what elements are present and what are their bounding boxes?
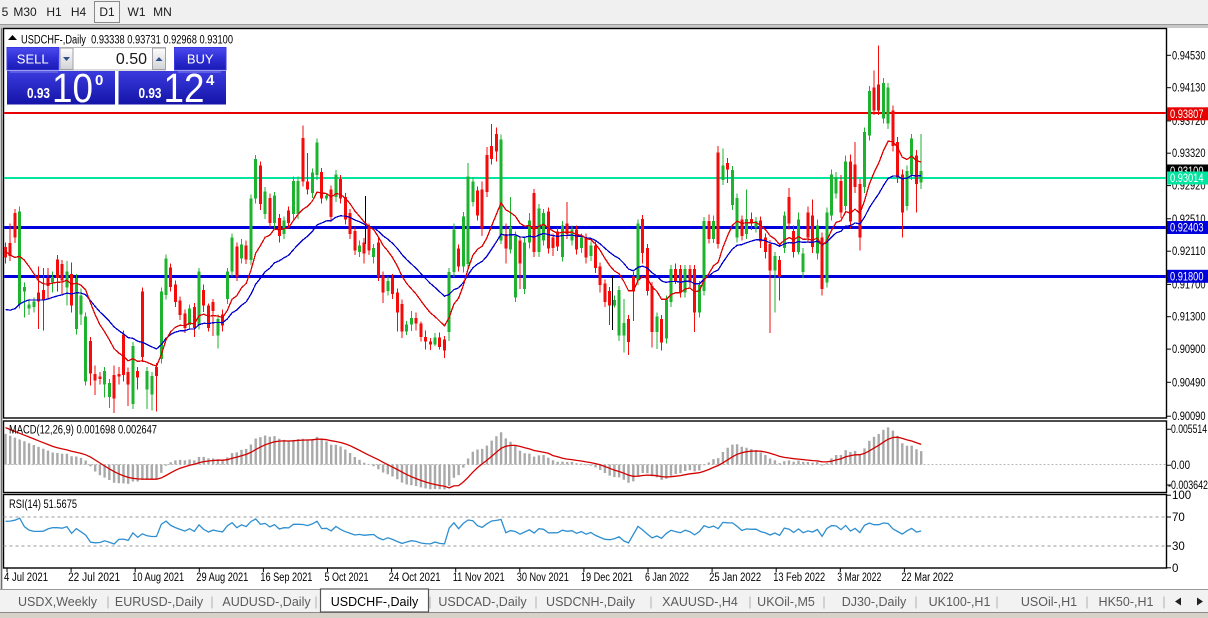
svg-text:|: |: [748, 595, 751, 609]
svg-text:H4: H4: [71, 5, 87, 19]
svg-text:USDCHF-,Daily: USDCHF-,Daily: [331, 595, 419, 609]
svg-text:|: |: [649, 595, 652, 609]
svg-text:|: |: [1085, 595, 1088, 609]
svg-text:3 Mar 2022: 3 Mar 2022: [837, 572, 881, 584]
svg-text:22 Mar 2022: 22 Mar 2022: [901, 572, 953, 584]
svg-text:XAUUSD-,H4: XAUUSD-,H4: [662, 595, 738, 609]
svg-text:10 Aug 2021: 10 Aug 2021: [132, 572, 184, 584]
svg-text:USDCAD-,Daily: USDCAD-,Daily: [438, 595, 527, 609]
svg-text:DJ30-,Daily: DJ30-,Daily: [842, 595, 907, 609]
svg-text:11 Nov 2021: 11 Nov 2021: [453, 572, 505, 584]
svg-text:AUDUSD-,Daily: AUDUSD-,Daily: [222, 595, 311, 609]
svg-text:UK100-,H1: UK100-,H1: [929, 595, 991, 609]
svg-text:5 Oct 2021: 5 Oct 2021: [325, 572, 369, 584]
svg-text:RSI(14) 51.5675: RSI(14) 51.5675: [9, 499, 77, 511]
svg-text:100: 100: [1172, 490, 1191, 502]
svg-text:0.90090: 0.90090: [1172, 411, 1206, 423]
svg-text:19 Dec 2021: 19 Dec 2021: [581, 572, 633, 584]
svg-text:5: 5: [2, 5, 9, 19]
svg-text:|: |: [995, 595, 998, 609]
svg-text:0.94130: 0.94130: [1172, 83, 1206, 95]
svg-text:0.94530: 0.94530: [1172, 50, 1206, 62]
svg-text:0.93807: 0.93807: [1170, 109, 1204, 121]
svg-text:W1: W1: [128, 5, 146, 19]
svg-text:0.50: 0.50: [116, 51, 147, 68]
svg-text:|: |: [314, 595, 317, 609]
svg-text:30 Nov 2021: 30 Nov 2021: [517, 572, 569, 584]
svg-text:EURUSD-,Daily: EURUSD-,Daily: [115, 595, 204, 609]
svg-text:USOil-,H1: USOil-,H1: [1021, 595, 1077, 609]
svg-text:4: 4: [206, 72, 215, 89]
svg-text:USDCNH-,Daily: USDCNH-,Daily: [546, 595, 636, 609]
svg-text:USDX,Weekly: USDX,Weekly: [18, 595, 98, 609]
svg-text:0.92110: 0.92110: [1172, 246, 1206, 258]
svg-text:70: 70: [1172, 512, 1185, 524]
svg-text:|: |: [914, 595, 917, 609]
svg-text:22 Jul 2021: 22 Jul 2021: [68, 572, 120, 584]
svg-text:0.93: 0.93: [27, 86, 50, 102]
svg-text:D1: D1: [99, 5, 115, 19]
svg-text:H1: H1: [46, 5, 62, 19]
svg-text:0.91300: 0.91300: [1172, 312, 1206, 324]
svg-text:|: |: [1162, 595, 1165, 609]
svg-text:0: 0: [1172, 563, 1178, 575]
svg-text:USDCHF-,Daily 0.93338 0.93731: USDCHF-,Daily 0.93338 0.93731 0.92968 0.…: [21, 35, 233, 47]
svg-text:0.90490: 0.90490: [1172, 377, 1206, 389]
svg-text:25 Jan 2022: 25 Jan 2022: [709, 572, 761, 584]
svg-text:13 Feb 2022: 13 Feb 2022: [773, 572, 825, 584]
svg-text:MN: MN: [153, 5, 172, 19]
svg-text:-0.003642: -0.003642: [1168, 480, 1208, 492]
svg-text:0.92403: 0.92403: [1170, 223, 1204, 235]
svg-text:|: |: [106, 595, 109, 609]
svg-text:10: 10: [52, 65, 93, 111]
svg-text:12: 12: [164, 65, 205, 111]
svg-text:SELL: SELL: [17, 52, 49, 67]
svg-text:29 Aug 2021: 29 Aug 2021: [196, 572, 248, 584]
svg-text:0.93: 0.93: [139, 86, 162, 102]
svg-text:4 Jul 2021: 4 Jul 2021: [4, 572, 48, 584]
svg-text:6 Jan 2022: 6 Jan 2022: [645, 572, 689, 584]
svg-text:BUY: BUY: [187, 52, 214, 67]
svg-text:0.90900: 0.90900: [1172, 344, 1206, 356]
svg-text:0.93320: 0.93320: [1172, 148, 1206, 160]
svg-text:0.93014: 0.93014: [1170, 173, 1204, 185]
svg-text:30: 30: [1172, 541, 1185, 553]
svg-text:0.91800: 0.91800: [1170, 271, 1204, 283]
svg-text:|: |: [210, 595, 213, 609]
svg-text:HK50-,H1: HK50-,H1: [1099, 595, 1154, 609]
svg-text:|: |: [822, 595, 825, 609]
svg-text:0: 0: [95, 72, 103, 89]
svg-text:24 Oct 2021: 24 Oct 2021: [389, 572, 441, 584]
svg-text:|: |: [428, 595, 431, 609]
svg-text:0.00: 0.00: [1171, 460, 1190, 472]
svg-text:UKOil-,M5: UKOil-,M5: [757, 595, 815, 609]
svg-text:16 Sep 2021: 16 Sep 2021: [260, 572, 312, 584]
svg-text:0.005514: 0.005514: [1171, 424, 1207, 436]
svg-text:|: |: [534, 595, 537, 609]
svg-text:MACD(12,26,9) 0.001698 0.00264: MACD(12,26,9) 0.001698 0.002647: [9, 425, 157, 437]
svg-text:M30: M30: [13, 5, 37, 19]
